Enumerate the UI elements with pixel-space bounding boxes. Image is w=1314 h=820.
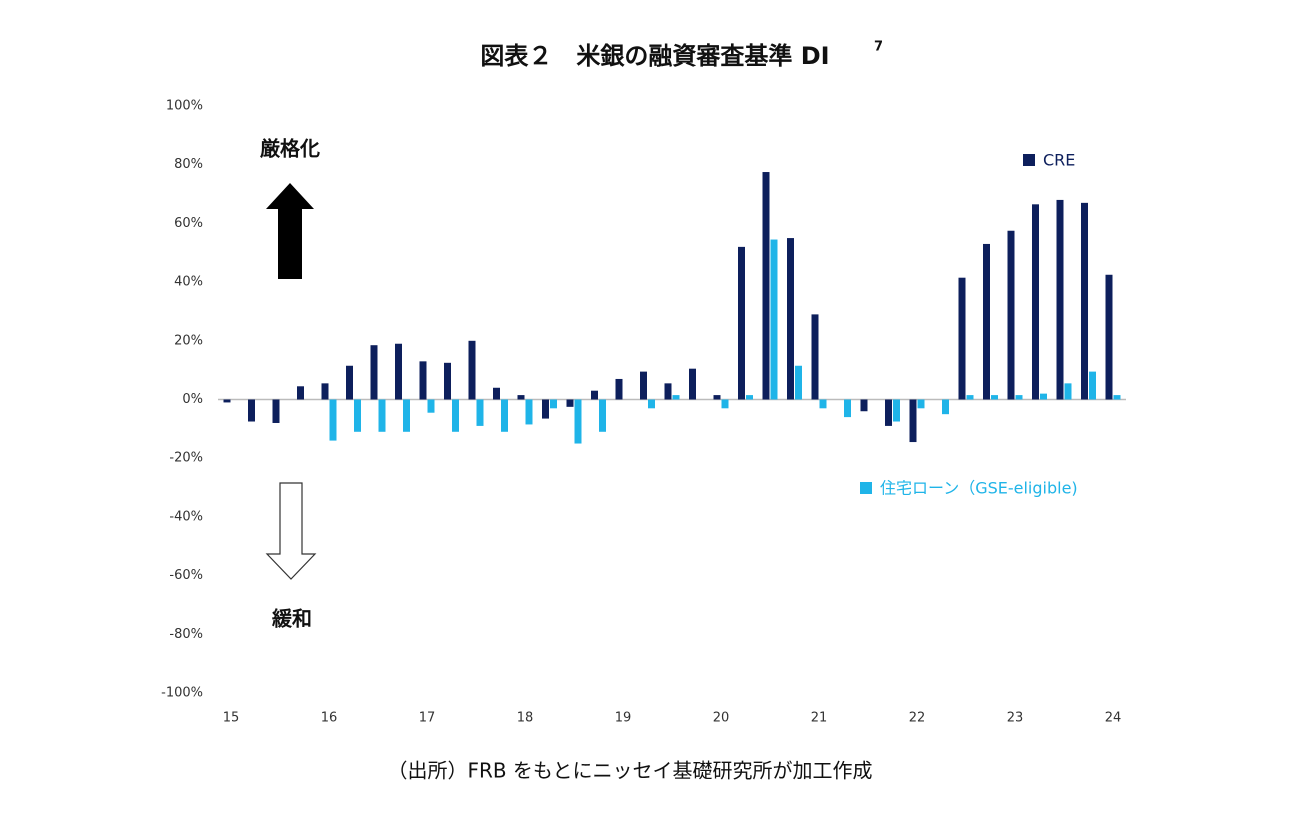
bar: [1056, 199, 1064, 400]
bar: [427, 399, 435, 413]
bar: [648, 399, 655, 409]
bar: [966, 395, 974, 400]
bar: [297, 386, 304, 400]
bar: [501, 399, 508, 432]
bar: [1113, 395, 1121, 400]
bar: [1081, 202, 1088, 400]
bar: [550, 399, 557, 409]
bar: [1089, 371, 1096, 400]
bar: [664, 383, 672, 400]
bar: [721, 399, 729, 409]
bar: [713, 395, 721, 400]
bar: [615, 378, 623, 400]
bar: [321, 383, 329, 400]
bar: [1105, 274, 1113, 400]
bar: [1032, 204, 1039, 400]
bar: [329, 399, 337, 441]
bar: [419, 361, 427, 400]
x-tick-label: 23: [1007, 711, 1024, 726]
x-tick-label: 21: [811, 711, 828, 726]
bar: [909, 399, 917, 443]
bar: [223, 399, 231, 403]
bar: [811, 314, 819, 400]
down-arrow: [265, 482, 317, 580]
bar: [272, 399, 280, 423]
x-tick-label: 19: [615, 711, 632, 726]
x-tick-label: 18: [517, 711, 534, 726]
bar: [942, 399, 949, 415]
y-tick-label: 40%: [174, 275, 203, 290]
x-tick-label: 20: [713, 711, 730, 726]
bar: [444, 362, 451, 400]
bar: [468, 340, 476, 400]
legend-swatch: [860, 482, 872, 494]
legend-label: 住宅ローン（GSE-eligible): [880, 479, 1078, 498]
bar: [378, 399, 386, 432]
bar: [917, 399, 925, 409]
bar: [983, 243, 990, 400]
bar: [746, 395, 753, 400]
bar: [1064, 383, 1072, 400]
y-tick-label: 60%: [174, 216, 203, 231]
x-tick-label: 16: [321, 711, 338, 726]
up-arrow: [266, 183, 314, 279]
annotation-down: 緩和: [271, 607, 312, 631]
y-tick-label: 100%: [166, 99, 203, 114]
annotation-up: 厳格化: [260, 137, 320, 161]
bar: [566, 399, 574, 407]
bar: [795, 365, 802, 400]
bar: [819, 399, 827, 409]
bar: [493, 387, 500, 400]
y-tick-label: 0%: [182, 392, 203, 407]
bar: [640, 371, 647, 400]
bar: [599, 399, 606, 432]
bar: [787, 238, 794, 400]
bar: [991, 395, 998, 400]
bar: [346, 365, 353, 400]
y-tick-label: 80%: [174, 157, 203, 172]
bar: [517, 395, 525, 400]
bar: [770, 239, 778, 400]
bar: [958, 277, 966, 400]
legend-swatch: [1023, 154, 1035, 166]
bar: [525, 399, 533, 425]
bar: [1007, 230, 1015, 400]
y-tick-label: -100%: [161, 686, 203, 701]
y-tick-label: 20%: [174, 333, 203, 348]
legend-label: CRE: [1043, 151, 1075, 170]
bar: [1040, 393, 1047, 400]
bar: [395, 343, 402, 400]
bar: [354, 399, 361, 432]
y-tick-label: -60%: [169, 568, 203, 583]
bar: [574, 399, 582, 444]
bar: [893, 399, 900, 422]
bar: [542, 399, 549, 419]
bar: [248, 399, 255, 422]
bar: [844, 399, 851, 418]
bar: [1015, 395, 1023, 400]
y-tick-label: -40%: [169, 509, 203, 524]
bar: [452, 399, 459, 432]
bar: [370, 345, 378, 400]
y-tick-label: -20%: [169, 451, 203, 466]
source-note: （出所）FRB をもとにニッセイ基礎研究所が加工作成: [387, 759, 872, 783]
bar: [860, 399, 868, 412]
bar: [591, 390, 598, 400]
title-note: 7: [874, 40, 883, 55]
bar: [476, 399, 484, 426]
bar: [885, 399, 892, 426]
bar: [762, 172, 770, 400]
x-tick-label: 15: [223, 711, 240, 726]
x-tick-label: 17: [419, 711, 436, 726]
chart-title: 図表２ 米銀の融資審査基準 DI: [480, 42, 829, 70]
bar: [403, 399, 410, 432]
x-tick-label: 24: [1105, 711, 1122, 726]
x-tick-label: 22: [909, 711, 926, 726]
bar: [689, 368, 696, 400]
y-tick-label: -80%: [169, 627, 203, 642]
bar: [738, 246, 745, 400]
bar: [672, 395, 680, 400]
